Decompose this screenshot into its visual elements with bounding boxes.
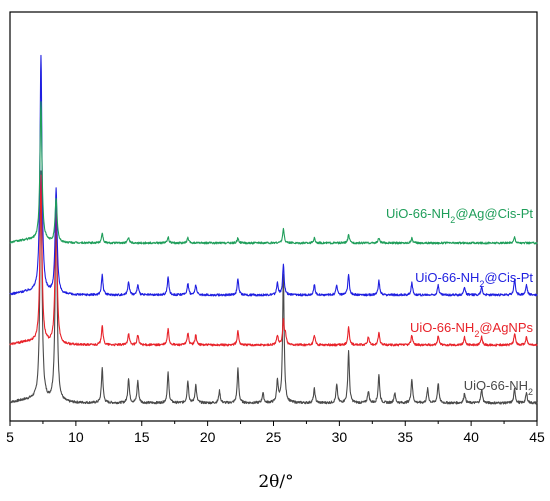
- x-tick-label: 20: [200, 429, 216, 445]
- x-tick-label: 45: [529, 429, 545, 445]
- x-tick-label: 35: [397, 429, 413, 445]
- series-labels: UiO-66-NH2 UiO-66-NH2@AgNPs UiO-66-NH2@Cis…: [386, 206, 533, 397]
- x-tick-label: 25: [266, 429, 282, 445]
- x-tick-label: 30: [332, 429, 348, 445]
- series-label: UiO-66-NH2@AgNPs: [410, 320, 533, 339]
- x-tick-label: 5: [6, 429, 14, 445]
- x-axis-title: 2θ/°: [258, 472, 293, 492]
- x-axis-ticks: 5 10 15 20 25 30 35 40 45: [6, 421, 545, 445]
- series-line: [9, 54, 538, 297]
- series-line: [9, 101, 538, 245]
- series-label: UiO-66-NH2: [464, 378, 533, 397]
- series-label: UiO-66-NH2@Ag@Cis-Pt: [386, 206, 533, 225]
- series-line: [9, 174, 538, 347]
- series-traces: [9, 54, 538, 405]
- series-label: UiO-66-NH2@Cis-Pt: [415, 270, 533, 289]
- x-tick-label: 40: [463, 429, 479, 445]
- x-tick-label: 15: [134, 429, 150, 445]
- series-line: [9, 170, 538, 405]
- x-tick-label: 10: [68, 429, 84, 445]
